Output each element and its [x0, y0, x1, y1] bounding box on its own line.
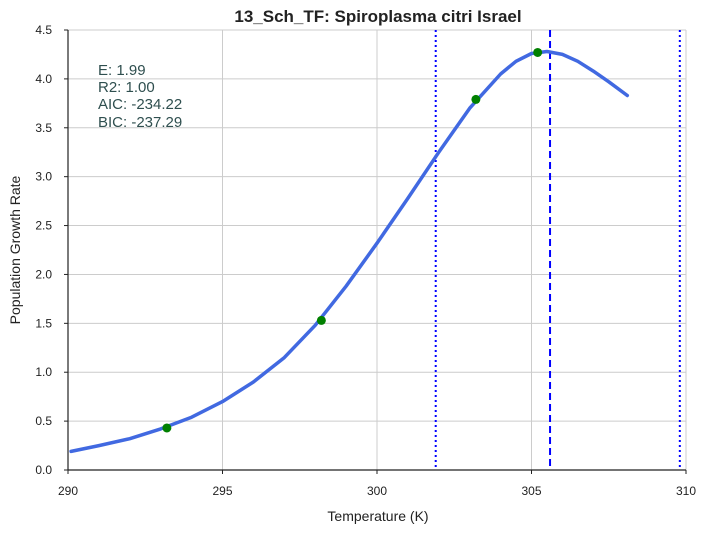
- stats-annotation: E: 1.99 R2: 1.00 AIC: -234.22 BIC: -237.…: [98, 62, 182, 131]
- stat-e: E: 1.99: [98, 62, 146, 79]
- stat-r2: R2: 1.00: [98, 79, 155, 96]
- data-point: [162, 423, 172, 433]
- y-tick-label: 1.5: [35, 316, 52, 330]
- data-point: [533, 47, 543, 57]
- reference-lines: [434, 30, 681, 470]
- x-tick-label: 295: [212, 484, 232, 498]
- y-tick-label: 2.5: [35, 219, 52, 233]
- data-point: [471, 94, 481, 104]
- x-tick-label: 310: [676, 484, 696, 498]
- y-tick-label: 3.5: [35, 121, 52, 135]
- grid: [68, 29, 687, 470]
- x-axis-label: Temperature (K): [327, 508, 428, 524]
- x-tick-label: 300: [367, 484, 387, 498]
- x-tick-label: 305: [521, 484, 541, 498]
- y-axis-label: Population Growth Rate: [7, 175, 23, 324]
- series-layer: [69, 47, 630, 454]
- y-tick-label: 1.0: [35, 365, 52, 379]
- y-tick-label: 4.0: [35, 72, 52, 86]
- stat-aic: AIC: -234.22: [98, 96, 182, 113]
- y-tick-label: 0.0: [35, 463, 52, 477]
- stat-bic: BIC: -237.29: [98, 114, 182, 131]
- y-tick-label: 2.0: [35, 267, 52, 281]
- y-tick-label: 3.0: [35, 170, 52, 184]
- fitted-curve: [69, 49, 630, 454]
- y-tick-label: 0.5: [35, 414, 52, 428]
- tick-labels: 290 295 300 305 310 0.0 0.5 1.0 1.5 2.0 2.5 3.0 3.5 4…: [35, 23, 696, 498]
- axes: [64, 29, 687, 474]
- x-tick-label: 290: [58, 484, 78, 498]
- y-tick-label: 4.5: [35, 23, 52, 37]
- chart-title: 13_Sch_TF: Spiroplasma citri Israel: [234, 7, 521, 26]
- data-point: [316, 315, 326, 325]
